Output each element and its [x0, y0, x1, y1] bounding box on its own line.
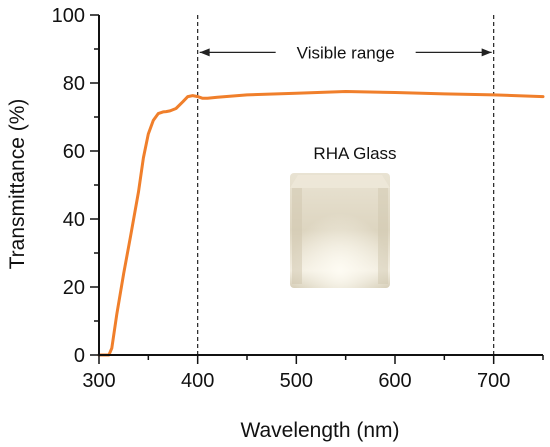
- sample-label: RHA Glass: [313, 144, 396, 163]
- range-arrowhead-left: [199, 48, 210, 57]
- plot-area: Visible range 300 400 500 600 700 0 20 40 60 80 100: [52, 5, 545, 392]
- x-tick-label-400: 400: [181, 370, 214, 392]
- y-tick-label-80: 80: [63, 73, 85, 95]
- y-tick-label-20: 20: [63, 277, 85, 299]
- rha-glass-photo: [290, 173, 390, 288]
- x-tick-label-700: 700: [477, 370, 510, 392]
- visible-range-label: Visible range: [297, 43, 395, 62]
- x-tick-label-600: 600: [378, 370, 411, 392]
- y-tick-label-0: 0: [74, 345, 85, 367]
- y-axis-title: Transmittance (%): [6, 99, 29, 270]
- x-axis-title: Wavelength (nm): [240, 419, 399, 442]
- y-tick-label-100: 100: [52, 5, 85, 27]
- x-tick-label-500: 500: [280, 370, 313, 392]
- y-tick-label-40: 40: [63, 209, 85, 231]
- range-arrowhead-right: [481, 48, 492, 57]
- x-tick-label-300: 300: [82, 370, 115, 392]
- y-tick-label-60: 60: [63, 141, 85, 163]
- series-line-0: [97, 90, 545, 357]
